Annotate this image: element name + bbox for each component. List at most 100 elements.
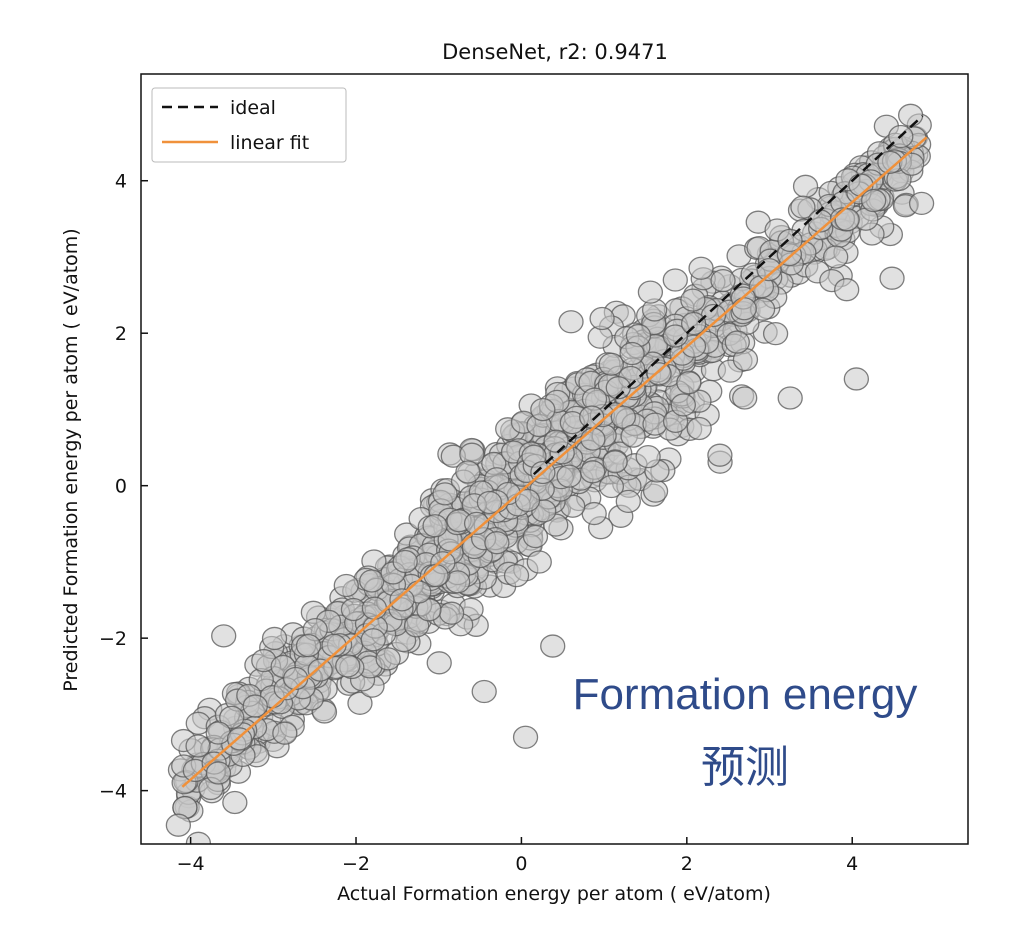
data-point [426,651,452,675]
data-point [635,444,661,469]
data-point [642,479,669,503]
data-point [762,322,789,346]
data-point [335,654,361,678]
data-point [598,352,624,376]
y-tick-label: −4 [99,781,127,803]
data-point [432,482,458,506]
data-point [688,256,714,280]
data-point [165,813,192,837]
data-point [619,341,645,366]
data-point [724,330,750,354]
data-point [205,761,232,785]
legend-ideal-label: ideal [230,97,276,119]
x-tick-label: −4 [177,853,205,875]
data-point [908,191,935,216]
data-point [646,362,672,386]
data-point [710,268,736,293]
overlay-title: Formation energy [573,670,918,719]
data-point [707,443,733,467]
data-point [620,424,646,448]
data-point [680,311,707,336]
data-point [438,601,465,625]
y-tick-label: −2 [99,628,127,650]
data-point [360,628,386,652]
data-point [615,489,641,514]
data-point [226,727,253,751]
data-point [389,588,415,612]
data-point [662,324,688,348]
chart-title: DenseNet, r2: 0.9471 [442,40,668,64]
ideal-line [532,115,924,476]
data-point [540,634,566,658]
linear-fit-line [181,136,928,788]
data-point [898,152,925,176]
data-point [522,524,549,549]
data-point [272,721,298,745]
series-lines [181,115,928,788]
data-point [403,614,430,638]
data-point [580,460,606,484]
data-point [307,658,333,682]
data-point [211,624,237,648]
data-point [792,174,819,198]
data-point [463,511,490,536]
data-points [165,103,935,844]
y-tick-label: 0 [115,476,127,498]
data-point [731,297,757,321]
data-point [790,195,816,219]
y-tick-label: 2 [115,323,127,345]
data-point [423,563,449,588]
data-point [359,569,385,593]
x-tick-label: 0 [515,853,527,875]
data-point [392,549,418,574]
y-tick-label: 4 [115,171,127,193]
data-point [476,490,503,515]
data-point [283,666,309,691]
data-point [361,596,388,620]
data-point [512,725,539,749]
data-point [861,188,887,213]
x-axis-label: Actual Formation energy per atom ( eV/at… [337,883,771,905]
data-point [676,371,702,395]
plot-frame [140,73,969,845]
data-point [605,376,631,400]
data-point [222,790,248,815]
data-point [637,280,664,304]
data-point [455,460,481,484]
data-point [756,257,782,282]
data-point [579,405,605,429]
data-point [834,208,860,232]
x-tick-label: −2 [342,853,370,875]
data-point [242,694,268,718]
y-axis-label: Predicted Formation energy per atom ( eV… [60,228,82,691]
data-point [610,405,636,429]
x-tick-label: 4 [846,853,858,875]
data-point [732,386,758,410]
data-point [879,266,905,290]
data-point [686,416,712,441]
data-point [530,397,556,422]
data-point [680,288,706,312]
data-point [205,721,231,745]
data-point [558,310,584,334]
data-point [589,306,615,331]
data-point [670,393,696,417]
data-point [680,334,707,358]
data-point [185,734,211,758]
data-point [471,679,497,704]
data-point [662,268,688,292]
axis-ticks: −4 −2 0 2 4 −4 −2 0 2 4 [99,171,858,875]
legend: ideal linear fit [151,87,347,163]
data-point [347,691,373,715]
data-point [777,386,803,410]
data-point [295,633,322,658]
data-point [777,228,803,253]
data-point [580,427,606,451]
data-point [484,531,510,555]
x-tick-label: 2 [681,853,693,875]
data-point [843,367,870,391]
data-point [581,501,607,526]
data-point [834,278,860,302]
data-point [375,647,401,671]
